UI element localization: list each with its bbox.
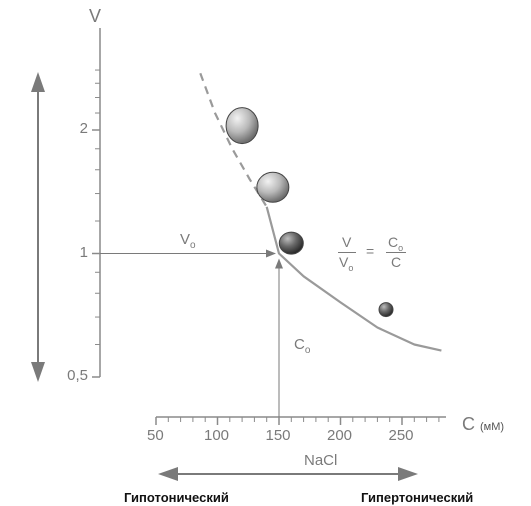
x-axis-label-letter: C — [462, 414, 475, 434]
guides — [100, 249, 283, 417]
cells — [225, 107, 394, 318]
cell-medium — [256, 171, 290, 203]
reference-y-letter: V — [180, 231, 191, 248]
cell-tiny — [378, 302, 394, 318]
formula-rhs-num: Co — [388, 234, 403, 253]
curve-solid — [265, 206, 442, 352]
volume-arrow-head-up — [31, 72, 45, 92]
formula-rhs-den: C — [391, 254, 402, 270]
nacl-label: NaCl — [304, 452, 338, 469]
y-tick-label: 1 — [79, 243, 88, 261]
cell-small — [278, 231, 304, 255]
x-tick-label: 100 — [204, 427, 230, 444]
reference-x-sub: o — [304, 345, 311, 356]
x-axis-unit: (мМ) — [480, 421, 505, 433]
x-tick-label: 200 — [327, 427, 353, 444]
nacl-arrow-head-left — [158, 467, 178, 481]
reference-x-label: Co — [294, 336, 310, 356]
hypertonic-label: Гипертонический — [361, 490, 474, 505]
x-tick-label: 50 — [147, 427, 164, 444]
formula: V Vo = Co C — [334, 234, 414, 276]
curves — [199, 72, 442, 352]
reference-y-label: Vo — [180, 231, 196, 251]
formula-lhs-num: V — [342, 234, 352, 250]
reference-x-letter: C — [294, 336, 305, 353]
formula-lhs-bar — [338, 252, 356, 253]
reference-y-sub: o — [190, 240, 196, 251]
cell-large — [225, 107, 259, 145]
formula-lhs-den-sub: o — [348, 262, 354, 273]
formula-rhs-num-sub: o — [398, 242, 404, 253]
formula-rhs-bar — [386, 252, 406, 253]
arrows — [31, 72, 418, 481]
x-axis-label: C (мМ) — [462, 414, 504, 435]
x-tick-label: 150 — [265, 427, 291, 444]
y-tick-label: 2 — [79, 120, 88, 137]
formula-eq: = — [366, 243, 375, 259]
volume-arrow-head-down — [31, 362, 45, 382]
hypotonic-label: Гипотонический — [124, 490, 229, 505]
y-tick-label: 0,5 — [67, 367, 88, 384]
curve-dashed — [199, 72, 268, 208]
formula-rhs-num-letter: C — [388, 234, 399, 250]
axes — [92, 28, 446, 425]
formula-lhs-den-letter: V — [339, 254, 349, 270]
formula-lhs-den: Vo — [339, 254, 353, 273]
y-axis-label: V — [89, 6, 102, 26]
nacl-arrow-head-right — [398, 467, 418, 481]
x-tick-label: 250 — [388, 427, 414, 444]
